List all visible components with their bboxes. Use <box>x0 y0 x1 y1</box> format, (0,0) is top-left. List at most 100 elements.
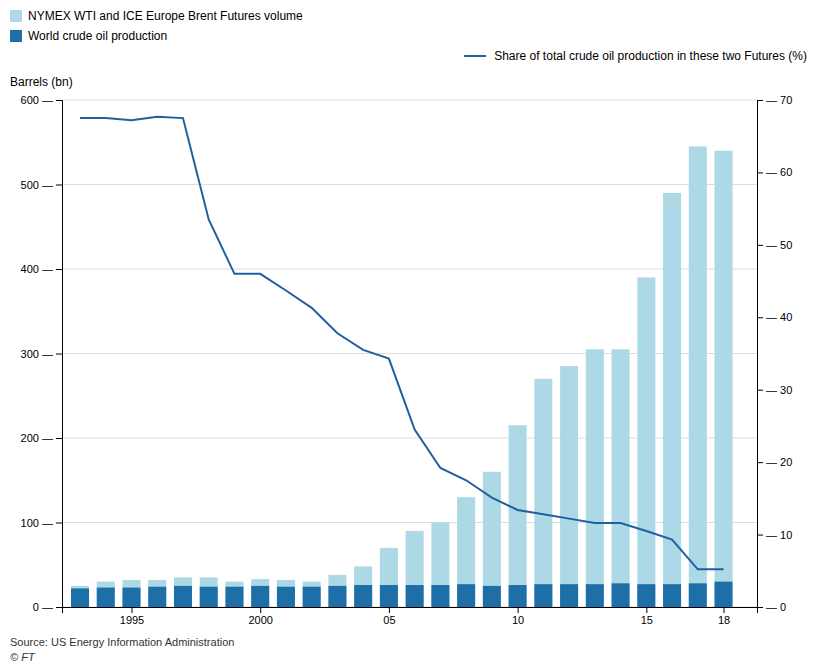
bar <box>406 585 424 607</box>
legend-label: Share of total crude oil production in t… <box>494 49 807 63</box>
grid <box>62 100 757 607</box>
bar <box>122 588 140 607</box>
tick-mark <box>56 354 62 355</box>
bar <box>97 588 115 607</box>
bar <box>483 586 501 607</box>
bar <box>277 580 295 607</box>
tick-mark <box>757 172 763 173</box>
bar <box>200 587 218 607</box>
bar <box>97 582 115 607</box>
tick-mark <box>757 100 763 101</box>
bar <box>200 577 218 607</box>
bar <box>71 586 89 607</box>
tick: — 50 <box>757 239 792 251</box>
tick: 500 — <box>21 179 62 191</box>
bar <box>406 531 424 607</box>
bar-series <box>71 582 733 607</box>
tick: — 0 <box>757 601 786 613</box>
bar <box>431 523 449 608</box>
tick: 100 — <box>21 517 62 529</box>
legend-swatch <box>10 10 22 22</box>
tick-mark <box>260 607 261 613</box>
tick: 300 — <box>21 348 62 360</box>
tick-mark <box>757 245 763 246</box>
line <box>80 117 724 570</box>
bar <box>71 588 89 607</box>
tick-mark <box>757 390 763 391</box>
tick: — 40 <box>757 311 792 323</box>
bar <box>560 584 578 607</box>
bar <box>251 579 269 607</box>
legend-label: NYMEX WTI and ICE Europe Brent Futures v… <box>28 9 303 23</box>
tick: 600 — <box>21 94 62 106</box>
bar <box>715 151 733 607</box>
tick-label: — 40 <box>766 311 792 323</box>
bar <box>122 580 140 607</box>
tick-label: 300 — <box>21 348 53 360</box>
tick-mark <box>646 607 647 613</box>
grid-line <box>62 100 757 101</box>
tick-label: 0 — <box>33 601 53 613</box>
bar <box>277 587 295 607</box>
tick-mark <box>518 607 519 613</box>
plot: 19952000051015180 —100 —200 —300 —400 —5… <box>21 94 793 626</box>
legend-label: World crude oil production <box>28 29 167 43</box>
bar <box>637 277 655 607</box>
bar <box>715 582 733 607</box>
annotation: Source: US Energy Information Administra… <box>10 636 234 648</box>
tick: — 30 <box>757 384 792 396</box>
tick-mark <box>56 523 62 524</box>
tick: 400 — <box>21 263 62 275</box>
tick-mark <box>724 607 725 613</box>
axis-line <box>63 608 758 614</box>
bar <box>586 349 604 607</box>
annotation: © FT <box>10 651 36 663</box>
grid-line <box>62 269 757 270</box>
tick-label: 15 <box>641 614 653 626</box>
tick-mark <box>389 607 390 613</box>
tick-label: 600 — <box>21 94 53 106</box>
legend: NYMEX WTI and ICE Europe Brent Futures v… <box>10 9 807 63</box>
bar <box>303 582 321 607</box>
bar <box>174 586 192 607</box>
tick: 0 — <box>33 601 62 613</box>
bar <box>354 585 372 607</box>
tick-mark <box>56 438 62 439</box>
tick: — 70 <box>757 94 792 106</box>
bar <box>431 585 449 607</box>
tick-label: 10 <box>512 614 524 626</box>
tick: 15 <box>641 607 653 626</box>
tick-label: 400 — <box>21 263 53 275</box>
tick-mark <box>56 607 62 608</box>
grid-line <box>62 184 757 185</box>
tick-label: 200 — <box>21 432 53 444</box>
tick-label: 100 — <box>21 517 53 529</box>
bar <box>457 497 475 607</box>
y2-axis: — 0— 10— 20— 30— 40— 50— 60— 70 <box>757 94 792 613</box>
chart: 19952000051015180 —100 —200 —300 —400 —5… <box>0 0 817 669</box>
tick-mark <box>132 607 133 613</box>
bar <box>689 583 707 607</box>
tick-mark <box>56 269 62 270</box>
bar <box>586 584 604 607</box>
tick: 10 <box>512 607 524 626</box>
bar <box>148 580 166 607</box>
bar <box>303 587 321 607</box>
tick-label: — 60 <box>766 166 792 178</box>
bar <box>483 472 501 607</box>
tick-label: 500 — <box>21 179 53 191</box>
tick: 200 — <box>21 432 62 444</box>
bar <box>251 586 269 607</box>
tick-label: 2000 <box>248 614 272 626</box>
tick-mark <box>757 317 763 318</box>
bar <box>637 584 655 607</box>
axis-line <box>56 101 63 608</box>
tick-label: — 20 <box>766 456 792 468</box>
bar-series <box>71 146 733 607</box>
y-axis: 0 — 100 — 200 — 300 — 400 — 500 — 600 — <box>21 94 63 613</box>
tick: 1995 <box>120 607 144 626</box>
bar <box>689 146 707 607</box>
bar <box>612 349 630 607</box>
bar <box>380 548 398 607</box>
bar <box>663 584 681 607</box>
